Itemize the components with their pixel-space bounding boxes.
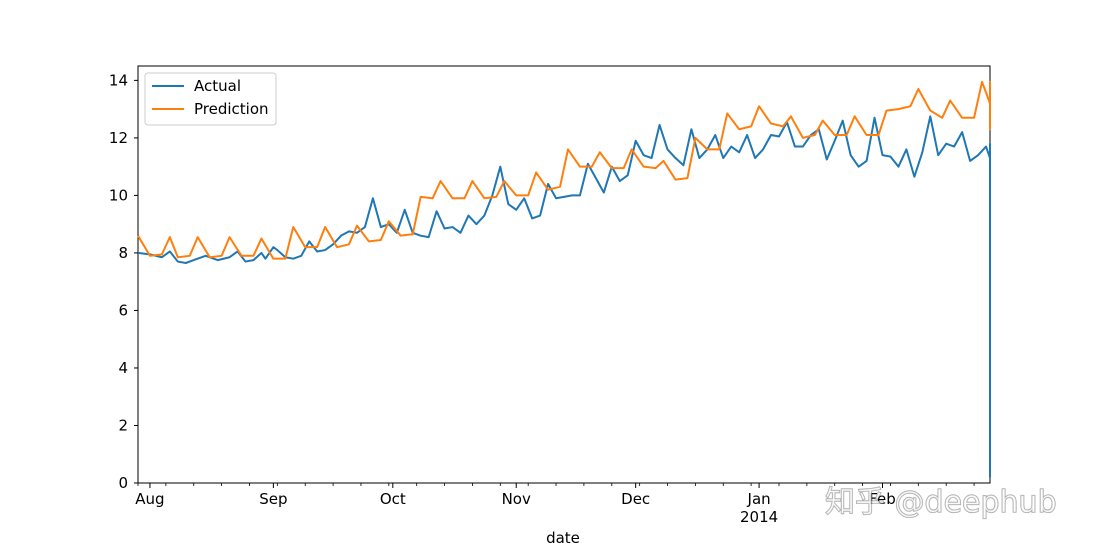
x-tick-label: Aug (135, 490, 164, 508)
watermark-text: 知乎 @deephub (825, 485, 1057, 520)
plot-frame (137, 65, 991, 484)
y-tick-label: 10 (109, 186, 128, 204)
x-tick-label: Sep (259, 490, 287, 508)
y-tick-label: 6 (118, 301, 128, 319)
x-tick-sublabel: 2014 (740, 508, 778, 526)
y-tick-label: 8 (118, 244, 128, 262)
legend: Actual Prediction (144, 72, 277, 126)
legend-label-actual: Actual (194, 77, 241, 95)
y-tick-label: 12 (109, 129, 128, 147)
series-line-actual (137, 115, 991, 478)
x-tick-label: Jan (747, 490, 771, 508)
y-tick-label: 14 (109, 71, 128, 89)
x-tick-label: Oct (380, 490, 406, 508)
x-axis-label: date (546, 529, 580, 547)
series-layer (137, 80, 991, 478)
x-tick-label: Feb (869, 490, 896, 508)
x-tick-label: Dec (621, 490, 650, 508)
legend-label-prediction: Prediction (194, 100, 269, 118)
y-tick-label: 2 (118, 416, 128, 434)
series-line-prediction (137, 80, 991, 260)
x-tick-label: Nov (502, 490, 531, 508)
y-tick-label: 0 (118, 474, 128, 492)
y-tick-label: 4 (118, 359, 128, 377)
